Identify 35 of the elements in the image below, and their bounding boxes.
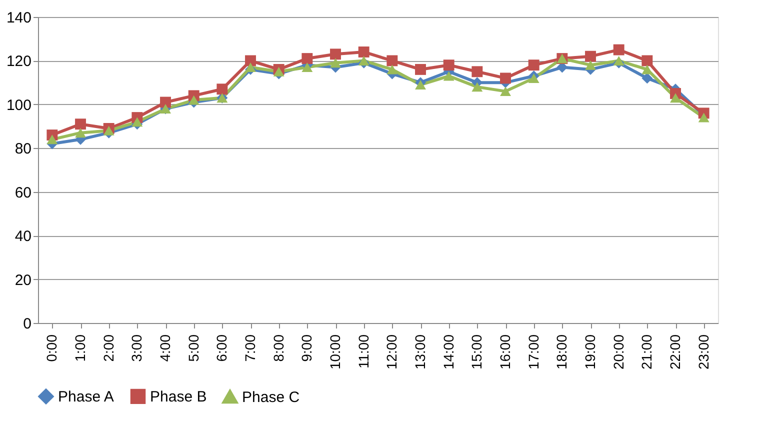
x-tick-label: 8:00: [270, 334, 286, 362]
legend-label: Phase A: [58, 388, 114, 406]
x-tick-label: 9:00: [298, 334, 315, 362]
x-tick-label: 17:00: [525, 334, 542, 370]
legend-label: Phase C: [242, 388, 300, 406]
x-tick-label: 6:00: [214, 334, 230, 362]
x-tick-label: 2:00: [100, 334, 116, 362]
x-tick-label: 1:00: [72, 334, 88, 362]
x-tick-label: 18:00: [554, 334, 570, 370]
y-tick-label: 80: [14, 140, 32, 158]
y-tick-label: 20: [14, 272, 32, 289]
x-tick-label: 19:00: [582, 334, 598, 370]
x-tick-label: 3:00: [128, 334, 145, 362]
y-tick-label: 100: [6, 96, 32, 114]
x-tick-label: 14:00: [440, 334, 456, 370]
x-tick-label: 16:00: [497, 334, 513, 370]
x-tick-label: 12:00: [384, 334, 400, 370]
x-tick-label: 10:00: [327, 334, 343, 370]
x-tick-label: 0:00: [44, 334, 60, 362]
x-tick-label: 4:00: [157, 334, 173, 362]
y-tick-label: 0: [23, 316, 32, 332]
x-tick-label: 7:00: [242, 334, 258, 362]
x-tick-label: 22:00: [667, 334, 683, 370]
legend-label: Phase B: [150, 388, 207, 406]
y-tick-label: 40: [14, 228, 32, 246]
y-tick-label: 120: [6, 53, 32, 70]
x-tick-label: 21:00: [638, 334, 655, 370]
y-tick-label: 60: [14, 184, 32, 202]
x-tick-label: 23:00: [695, 334, 712, 370]
x-tick-label: 15:00: [468, 334, 485, 370]
x-tick-label: 11:00: [355, 334, 372, 368]
x-tick-label: 13:00: [412, 334, 428, 370]
y-tick-label: 140: [6, 10, 32, 26]
x-tick-label: 5:00: [185, 334, 202, 362]
x-tick-label: 20:00: [610, 334, 626, 370]
